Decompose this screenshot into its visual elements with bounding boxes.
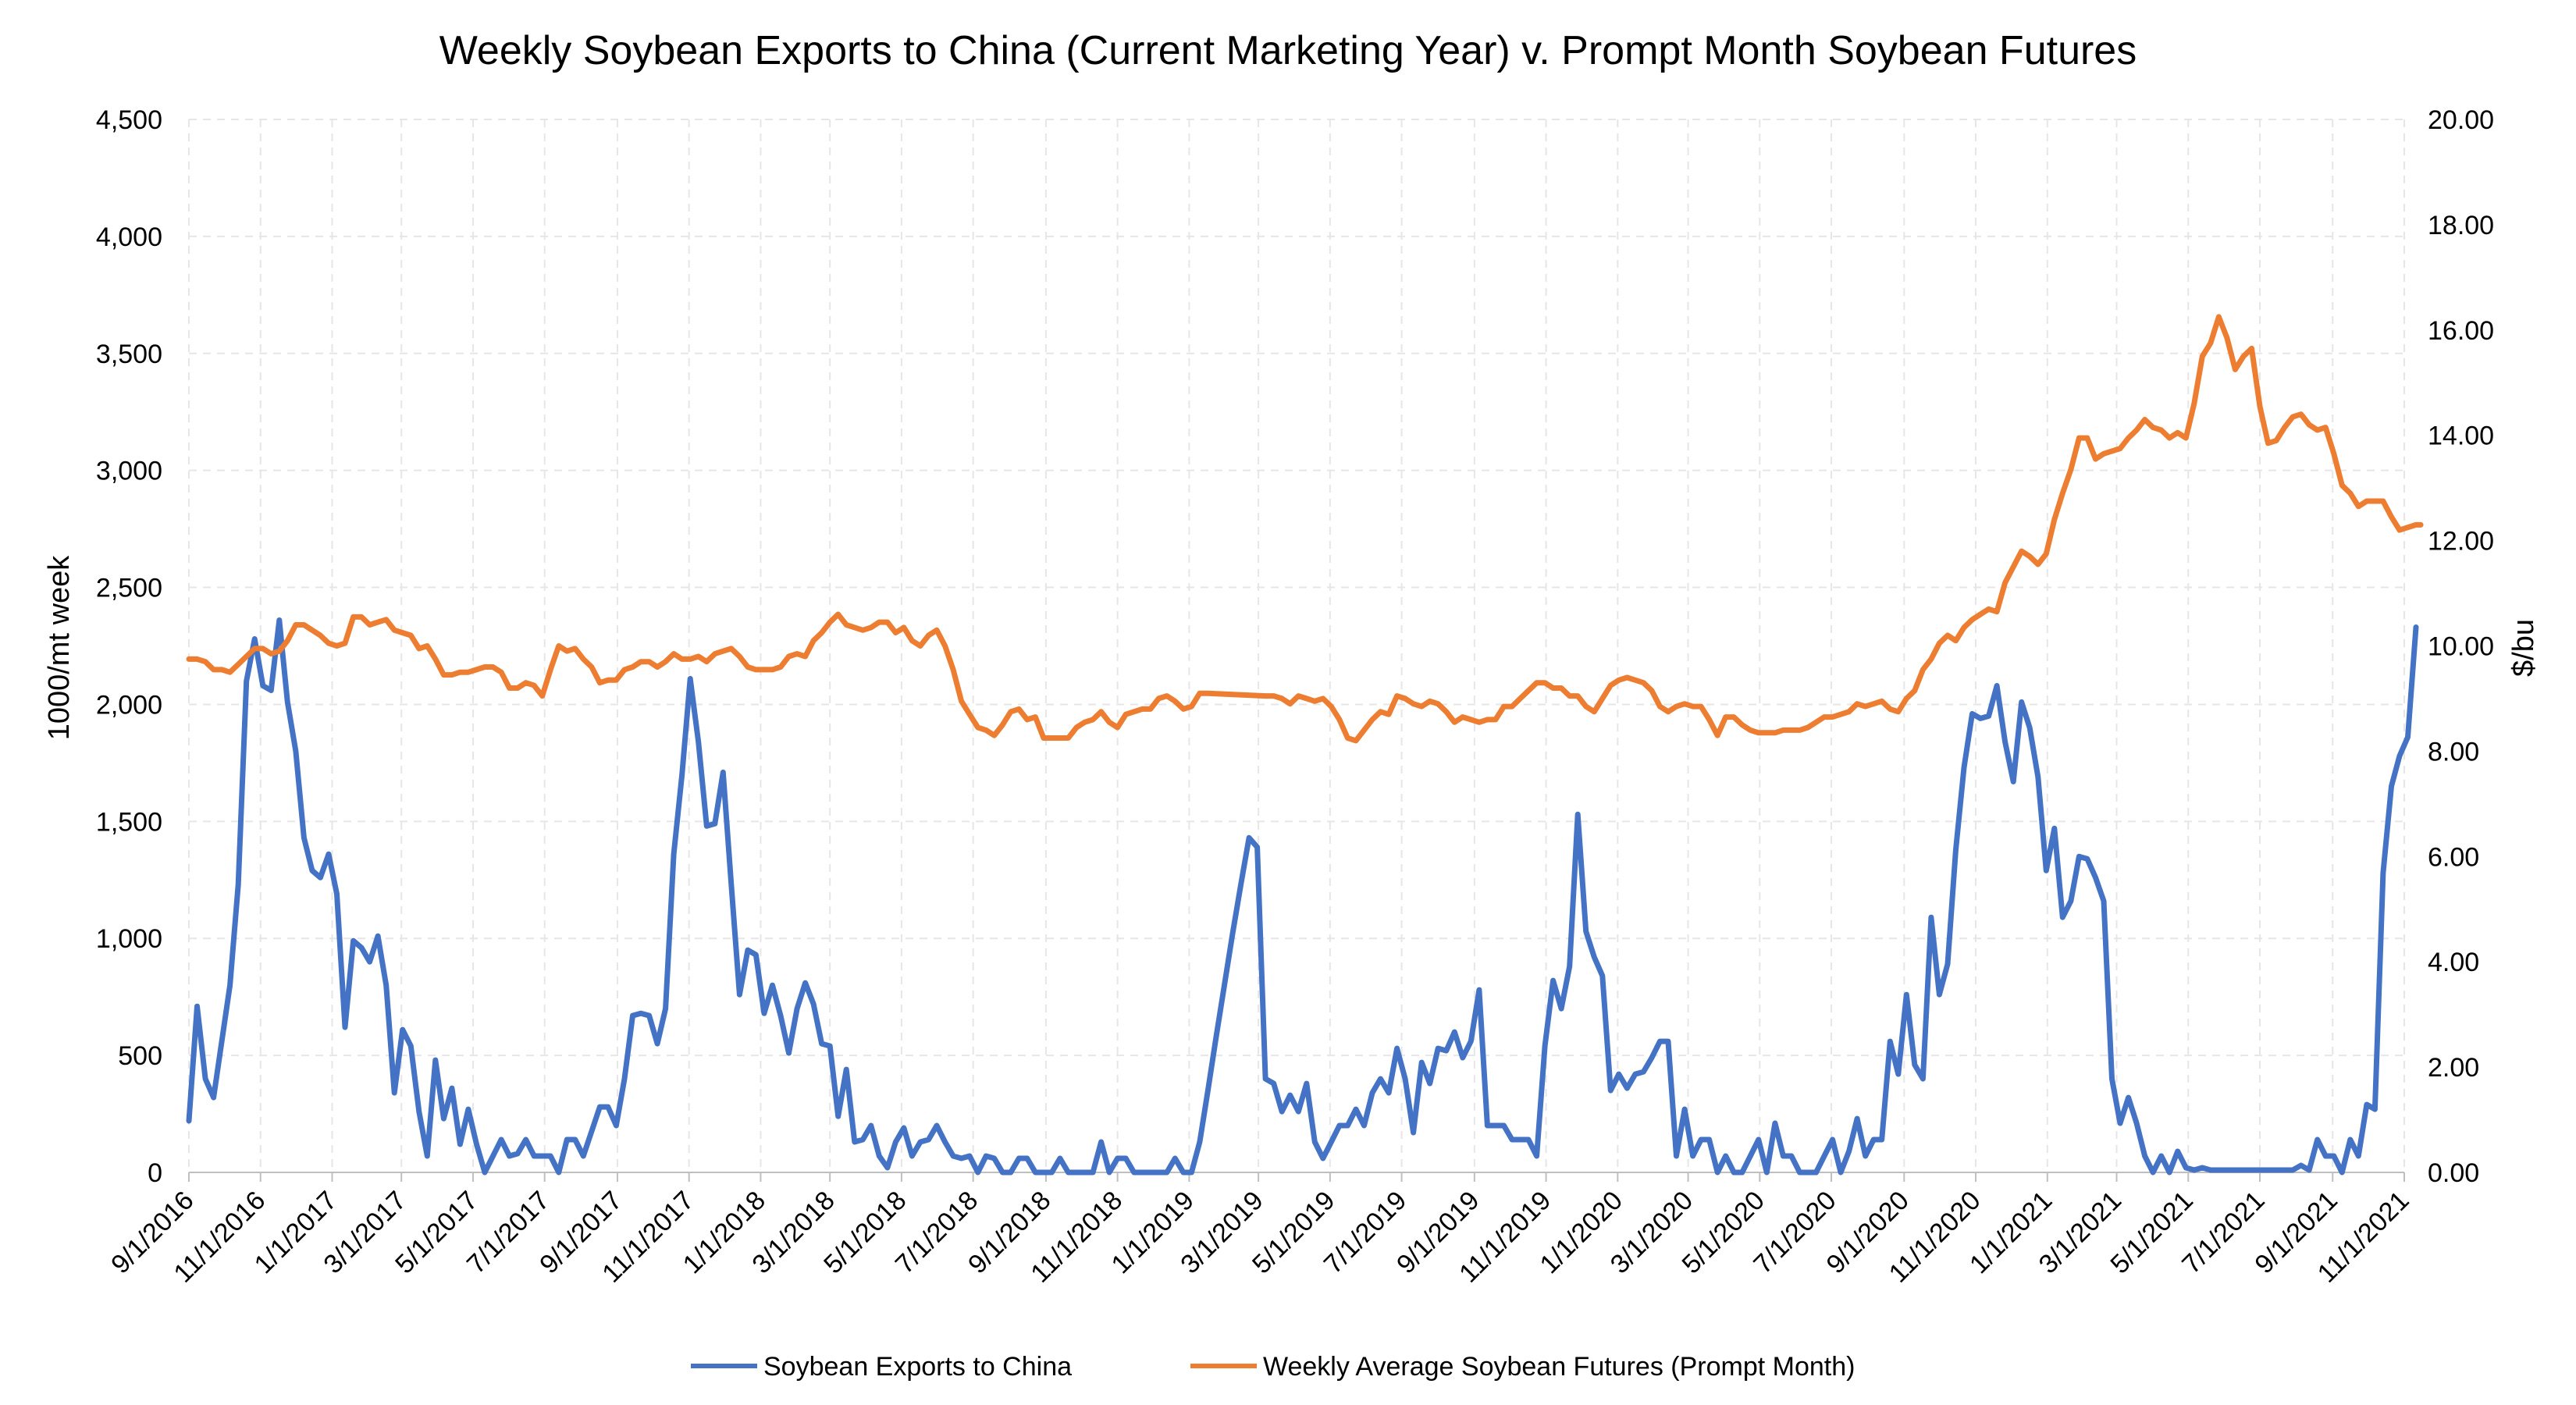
- y-axis-right: 0.00 2.00 4.00 6.00 8.00 10.00 12.00 14.00 16.00…: [2428, 105, 2494, 1188]
- y-right-tick-label: 16.00: [2428, 316, 2494, 346]
- y-right-tick-label: 6.00: [2428, 842, 2479, 872]
- series-line-exports: [186, 617, 2419, 1176]
- legend: Soybean Exports to China Weekly Average …: [691, 1352, 1855, 1382]
- y-left-tick-label: 2,000: [96, 690, 162, 720]
- y-left-tick-label: 0: [148, 1158, 162, 1188]
- y-left-tick-label: 1,500: [96, 807, 162, 837]
- y-left-tick-label: 2,500: [96, 574, 162, 603]
- series-layer: [186, 314, 2424, 1176]
- y-right-tick-label: 14.00: [2428, 422, 2494, 451]
- y-axis-left-title: 1000/mt week: [43, 555, 76, 741]
- y-axis-right-title: $/bu: [2507, 619, 2540, 677]
- y-left-tick-label: 4,500: [96, 105, 162, 135]
- y-right-tick-label: 12.00: [2428, 527, 2494, 557]
- legend-label-futures: Weekly Average Soybean Futures (Prompt M…: [1263, 1352, 1855, 1382]
- chart-title: Weekly Soybean Exports to China (Current…: [439, 28, 2137, 73]
- y-right-tick-label: 18.00: [2428, 211, 2494, 240]
- y-right-tick-label: 4.00: [2428, 948, 2479, 977]
- y-left-tick-label: 4,000: [96, 222, 162, 252]
- y-right-tick-label: 2.00: [2428, 1053, 2479, 1083]
- legend-item-exports: Soybean Exports to China: [691, 1352, 1072, 1382]
- y-left-tick-label: 1,000: [96, 924, 162, 954]
- series-line-futures: [186, 314, 2424, 744]
- legend-item-futures: Weekly Average Soybean Futures (Prompt M…: [1190, 1352, 1855, 1382]
- y-right-tick-label: 10.00: [2428, 632, 2494, 662]
- y-axis-left: 0 500 1,000 1,500 2,000 2,500 3,000 3,500 4,000 4…: [96, 105, 162, 1188]
- x-axis: 9/1/201611/1/20161/1/20173/1/20175/1/201…: [105, 1172, 2415, 1289]
- y-right-tick-label: 8.00: [2428, 737, 2479, 767]
- y-left-tick-label: 500: [118, 1041, 162, 1071]
- y-right-tick-label: 20.00: [2428, 105, 2494, 135]
- y-left-tick-label: 3,000: [96, 457, 162, 486]
- y-left-tick-label: 3,500: [96, 340, 162, 369]
- legend-label-exports: Soybean Exports to China: [763, 1352, 1072, 1382]
- y-right-tick-label: 0.00: [2428, 1158, 2479, 1188]
- grid-layer: [188, 119, 2405, 1172]
